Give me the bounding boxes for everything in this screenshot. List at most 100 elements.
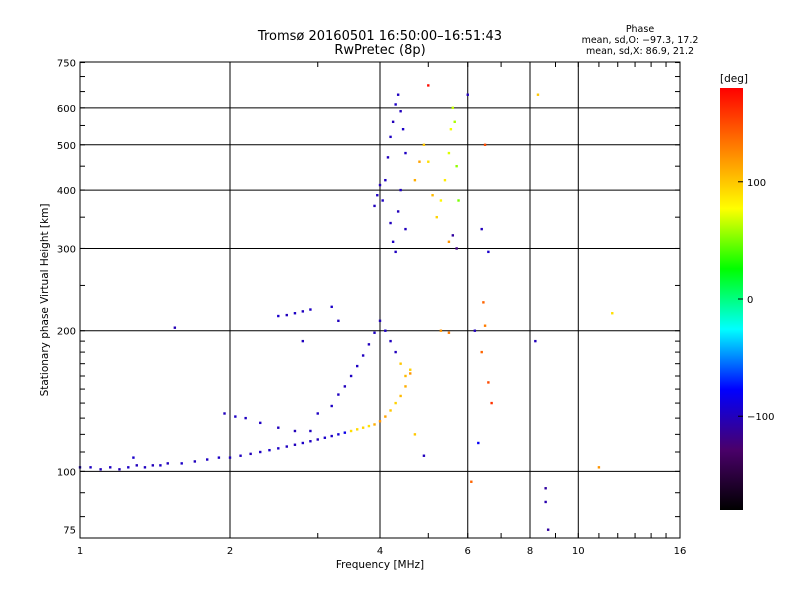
data-point (361, 354, 365, 357)
colorbar-tick-label: 0 (747, 295, 753, 306)
data-point (309, 440, 312, 443)
data-point (413, 178, 417, 182)
data-point (394, 103, 397, 106)
data-point (173, 326, 177, 329)
data-point (316, 412, 319, 415)
data-point (399, 188, 402, 192)
data-point (259, 450, 262, 454)
data-point (611, 312, 614, 315)
y-axis-ticks: 75 100 200 300 400 500 600 750 (57, 59, 680, 537)
data-point (399, 394, 402, 398)
colorbar-tick-label: 100 (747, 178, 766, 189)
data-point (99, 468, 102, 471)
y-tick-label: 200 (57, 327, 76, 338)
data-point (422, 454, 426, 457)
data-point (394, 401, 397, 405)
x-tick-label: 8 (527, 546, 533, 557)
data-point (384, 329, 387, 332)
data-point (427, 84, 430, 87)
data-point (301, 441, 305, 445)
data-point (180, 462, 183, 465)
y-tick-label: 75 (63, 526, 76, 537)
data-point (143, 466, 147, 469)
colorbar-tick-label: −100 (747, 412, 774, 423)
data-point (355, 364, 359, 368)
data-point (439, 329, 443, 332)
data-point (389, 339, 392, 343)
data-point (337, 319, 340, 323)
data-point (409, 372, 412, 375)
data-point (480, 227, 483, 231)
data-point (151, 464, 155, 467)
data-point (404, 385, 407, 388)
data-point (396, 93, 400, 96)
data-point (413, 433, 417, 436)
data-point (536, 93, 540, 96)
data-point (483, 324, 487, 327)
data-point (309, 308, 312, 311)
data-point (249, 452, 252, 456)
data-point (447, 240, 451, 243)
data-point (427, 160, 430, 163)
data-point (293, 429, 297, 433)
data-point (482, 301, 485, 304)
data-point (389, 409, 392, 412)
data-point (268, 448, 271, 452)
data-point (422, 143, 426, 147)
data-point (396, 210, 400, 213)
data-point (443, 178, 447, 182)
data-point (244, 416, 247, 420)
y-tick-label: 400 (57, 186, 76, 197)
data-point (546, 528, 550, 531)
data-point (285, 445, 288, 448)
data-point (490, 401, 493, 405)
data-point (404, 151, 407, 155)
data-point (470, 480, 473, 483)
data-point (466, 93, 469, 96)
data-point (455, 247, 458, 250)
data-point (343, 385, 347, 388)
data-point (259, 421, 262, 425)
data-point (330, 404, 333, 408)
chart-subtitle: RwPretec (8p) (334, 43, 425, 58)
data-point (404, 227, 407, 231)
x-tick-label: 10 (572, 546, 585, 557)
data-point (349, 374, 353, 378)
data-point (127, 466, 130, 469)
data-point (277, 447, 280, 450)
y-tick-label: 300 (57, 244, 76, 255)
x-tick-label: 1 (77, 546, 83, 557)
data-point (228, 456, 232, 459)
data-point (301, 310, 305, 313)
data-point (337, 393, 340, 396)
data-point (355, 428, 359, 431)
data-point (330, 305, 333, 309)
grid (80, 62, 680, 538)
data-point (361, 426, 365, 429)
data-point (544, 487, 547, 490)
x-axis-label: Frequency [MHz] (336, 559, 424, 571)
data-point (337, 433, 340, 436)
stats-line-x: mean, sd,X: 86.9, 21.2 (586, 46, 694, 57)
data-point (384, 415, 387, 418)
data-point (378, 420, 382, 423)
x-axis-ticks: 1 2 4 6 8 10 16 (77, 62, 686, 557)
data-point (293, 443, 297, 446)
data-point (487, 381, 490, 384)
data-point (487, 250, 490, 254)
data-point (89, 466, 92, 469)
data-point (451, 106, 455, 110)
data-point (483, 143, 487, 147)
data-point (449, 127, 453, 131)
data-point (384, 178, 387, 182)
data-point (381, 199, 384, 202)
data-point (330, 434, 333, 438)
data-point (455, 164, 458, 168)
data-point (205, 458, 209, 461)
data-point (389, 135, 392, 139)
data-point (394, 250, 397, 254)
colorbar-label: [deg] (720, 73, 748, 85)
data-point (435, 215, 438, 219)
data-point (544, 500, 547, 504)
data-point (217, 456, 221, 459)
